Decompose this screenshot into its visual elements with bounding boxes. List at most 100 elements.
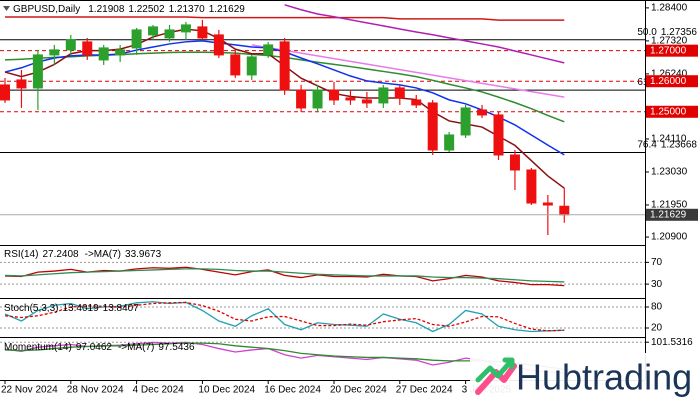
moving-average — [284, 4, 565, 64]
series-name: Momentum(14) — [4, 342, 72, 353]
indicator-header: Stoch(5,3,3) 13.4019 13.8407 — [4, 303, 139, 314]
candle-body — [460, 107, 471, 136]
y-tick-label: 1.20900 — [651, 232, 688, 243]
header-value: 1.22502 — [128, 4, 165, 15]
x-tick-label: 20 Dec 2024 — [330, 385, 387, 396]
candle-body — [0, 84, 10, 101]
x-tick-label: 22 Nov 2024 — [1, 385, 58, 396]
symbol-icon — [3, 6, 10, 11]
series-last-value: 27.2408 — [42, 249, 79, 260]
indicator-header: RSI(14) 27.2408 ->MA(7) 33.9673 — [4, 249, 162, 260]
series-last-value: 97.0462 — [76, 342, 113, 353]
series-last-value: 97.5436 — [158, 342, 195, 353]
candle-body — [230, 54, 241, 76]
candle-body — [164, 29, 175, 39]
candle-body — [444, 134, 455, 151]
candle-body — [180, 24, 191, 33]
candle-body — [345, 97, 356, 101]
candle-body — [559, 205, 570, 216]
level-box — [646, 105, 698, 118]
level-label: 1.26000 — [650, 76, 687, 87]
x-tick-label: 4 Dec 2024 — [133, 385, 185, 396]
series-name: Stoch(5,3,3) — [4, 303, 58, 314]
moving-average — [251, 44, 565, 98]
candle-body — [115, 49, 126, 56]
candle-body — [378, 87, 389, 104]
candle-body — [82, 41, 93, 56]
indicator-line — [4, 266, 565, 287]
candle-body — [329, 89, 339, 101]
header-value: 1.21908 — [88, 4, 125, 15]
candle-body — [526, 169, 537, 204]
fib-ratio: 50.0 — [637, 26, 657, 37]
candle-body — [427, 102, 438, 151]
series-name: ->MA(7) — [85, 249, 121, 260]
series-last-value: 33.9673 — [125, 249, 162, 260]
series-last-value: 13.4019 — [62, 303, 99, 314]
series-last-value: 13.8407 — [103, 303, 140, 314]
last-price-box — [646, 208, 698, 221]
y-tick-label: 101.5316 — [651, 337, 693, 348]
x-tick-label: 16 Dec 2024 — [264, 385, 321, 396]
indicator-line — [4, 301, 565, 333]
y-tick-label: 1.26240 — [651, 69, 688, 80]
level-box — [646, 75, 698, 88]
candle-body — [361, 99, 372, 104]
series-name: RSI(14) — [4, 249, 38, 260]
candle-body — [197, 26, 208, 39]
candle-body — [509, 154, 520, 171]
header-value: 1.21629 — [209, 4, 246, 15]
series-name: ->MA(7) — [118, 342, 154, 353]
candle-body — [65, 39, 76, 51]
x-tick-label: 10 Dec 2024 — [198, 385, 255, 396]
candle-body — [477, 109, 488, 116]
last-price-label: 1.21629 — [650, 209, 687, 220]
candle-body — [296, 89, 307, 109]
watermark: Hubtrading — [516, 357, 692, 398]
header-value: 1.21370 — [169, 4, 206, 15]
candle-body — [263, 44, 274, 56]
candle-body — [493, 114, 504, 156]
moving-average — [5, 16, 565, 21]
fib-ratio: 76.4 — [637, 139, 657, 150]
candle-body — [98, 47, 109, 61]
level-label: 1.27000 — [650, 45, 687, 56]
indicator-header: Momentum(14) 97.0462 ->MA(7) 97.5436 — [4, 342, 195, 353]
candle-body — [49, 49, 60, 56]
y-tick-label: 30 — [651, 279, 663, 290]
level-label: 1.25000 — [650, 106, 687, 117]
indicator-line — [4, 301, 565, 332]
candle-body — [32, 54, 43, 89]
candle-body — [279, 41, 290, 91]
x-tick-label: 28 Nov 2024 — [67, 385, 124, 396]
candle-body — [312, 89, 323, 109]
candle-body — [394, 87, 405, 99]
candle-body — [213, 34, 224, 56]
y-tick-label: 20 — [651, 323, 663, 334]
chart-header: GBPUSD,Daily 1.21908 1.22502 1.21370 1.21629 — [13, 4, 245, 15]
candle-body — [16, 79, 27, 89]
frame — [0, 0, 700, 381]
indicator-line — [4, 268, 565, 283]
logo: Hubtrading — [470, 353, 700, 400]
y-tick-label: 70 — [651, 257, 663, 268]
candle-body — [542, 202, 553, 206]
y-tick-label: 1.21950 — [651, 200, 688, 211]
candle-body — [246, 56, 257, 76]
fib-level-label: 50.0 1.27356 — [637, 26, 697, 37]
plot: 1.28400 1.27320 1.26240 1.24110 1.23030 1.219… — [0, 3, 698, 396]
fib-level-label: 76.4 1.23668 — [637, 139, 697, 150]
fib-price: 1.27356 — [661, 26, 698, 37]
level-box — [646, 44, 698, 57]
y-tick-label: 80 — [651, 302, 663, 313]
y-tick-label: 1.28400 — [651, 3, 688, 14]
fib-price: 1.23668 — [661, 139, 698, 150]
candle-body — [131, 29, 142, 49]
logo-icon — [475, 357, 515, 383]
y-tick-label: 1.23030 — [651, 167, 688, 178]
candle-body — [148, 26, 159, 36]
candle-body — [411, 99, 422, 106]
x-tick-label: 27 Dec 2024 — [396, 385, 453, 396]
y-tick-label: 1.27320 — [651, 36, 688, 47]
